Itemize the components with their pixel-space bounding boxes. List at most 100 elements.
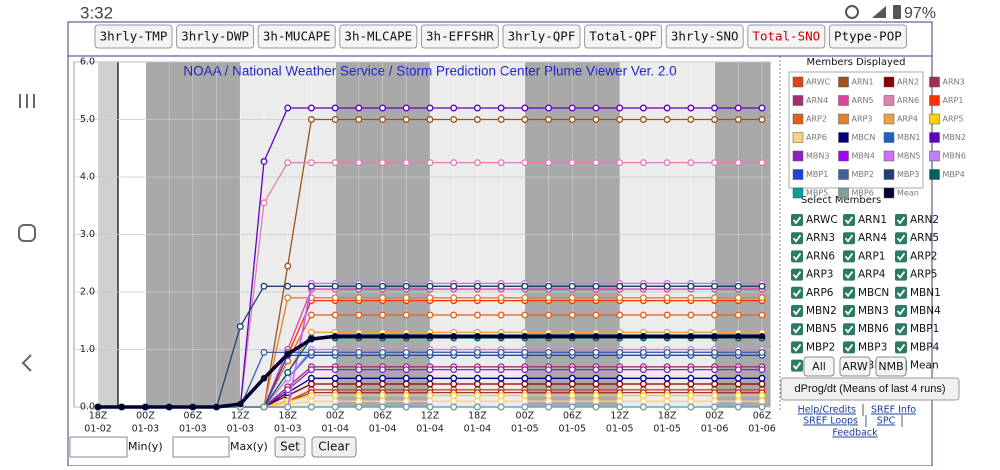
member-checkbox[interactable] [895,268,907,281]
point-marker [616,366,624,374]
checkmark [792,325,802,334]
link[interactable]: SPC [877,416,896,427]
select-button-label[interactable]: All [812,360,826,373]
checkmark [792,343,802,352]
tab-button[interactable] [420,24,499,49]
member-checkbox[interactable] [791,250,803,263]
member-checkbox[interactable] [895,323,907,336]
member-label: MBP2 [806,341,835,353]
point-marker [473,403,481,411]
tab-button[interactable] [176,24,255,49]
member-checkbox[interactable] [791,341,803,354]
tab-button[interactable] [665,24,744,49]
point-marker [402,282,410,290]
member-checkbox[interactable] [843,250,855,263]
dprog-label[interactable]: dProg/dt (Means of last 4 runs) [794,383,945,395]
point-marker [402,116,410,123]
tab-button[interactable] [584,24,663,49]
tab-label[interactable]: 3hrly-SNO [671,29,739,44]
member-checkbox[interactable] [791,268,803,281]
point-marker [379,392,387,399]
member-checkbox[interactable] [895,214,907,226]
member-checkbox[interactable] [895,341,907,354]
tab-button[interactable] [502,24,581,49]
member-checkbox[interactable] [843,268,855,281]
point-marker [616,282,624,290]
tab-button[interactable] [257,24,336,49]
clear-button[interactable] [311,436,357,458]
link[interactable]: Help/Credits [798,405,856,416]
clear-label[interactable]: Clear [318,440,349,454]
point-marker [236,323,244,330]
point-marker [402,366,410,374]
home-button[interactable] [18,224,36,242]
tab-label[interactable]: Ptype-POP [834,29,902,44]
point-marker [450,104,458,112]
legend-swatch [838,150,849,162]
y-tick-label: 4.0 [80,172,95,183]
member-checkbox[interactable] [843,341,855,354]
recents-button[interactable] [19,94,35,108]
point-marker [497,366,505,374]
member-checkbox[interactable] [791,286,803,299]
max-input[interactable] [172,436,230,458]
point-marker [402,374,410,382]
legend-swatch [838,187,849,199]
link[interactable]: SREF Loops [803,416,858,427]
member-checkbox[interactable] [843,286,855,299]
tab-label[interactable]: Total-SNO [752,29,820,44]
point-marker [307,403,315,411]
point-marker [497,380,505,388]
member-checkbox[interactable] [895,250,907,263]
tab-button[interactable] [339,24,418,49]
set-button[interactable] [274,436,306,458]
set-label[interactable]: Set [280,440,300,454]
dprog-button[interactable] [780,377,960,401]
tab-button[interactable] [828,24,907,49]
tab-label[interactable]: Total-QPF [589,29,657,44]
tab-label[interactable]: 3h-EFFSHR [426,29,494,44]
select-button[interactable] [803,356,835,377]
tab-label[interactable]: 3hrly-TMP [100,29,168,44]
select-button-label[interactable]: ARW [842,360,868,373]
member-checkbox[interactable] [843,214,855,226]
legend-swatch [929,113,940,125]
tab-label[interactable]: 3h-MUCAPE [263,29,331,44]
member-checkbox[interactable] [895,286,907,299]
member-checkbox[interactable] [791,323,803,336]
member-checkbox[interactable] [791,305,803,317]
point-marker [545,366,553,374]
member-checkbox[interactable] [791,359,803,372]
legend-label: ARWC [806,78,831,87]
point-marker [639,397,647,405]
select-button[interactable] [839,356,871,377]
member-checkbox[interactable] [843,323,855,336]
member-checkbox[interactable] [895,232,907,245]
tab-label[interactable]: 3hrly-QPF [508,29,576,44]
min-input[interactable] [69,436,128,458]
point-marker [284,386,292,394]
select-button[interactable] [875,356,907,377]
member-checkbox[interactable] [895,305,907,317]
point-marker [545,116,553,123]
select-button-label[interactable]: NMB [878,360,903,373]
point-marker [497,104,505,112]
member-checkbox[interactable] [791,214,803,226]
member-checkbox[interactable] [791,232,803,245]
member-checkbox[interactable] [843,232,855,245]
link[interactable]: Feedback [832,428,878,439]
legend-swatch [883,150,895,162]
legend-label: ARN1 [852,78,874,87]
point-marker [687,374,695,382]
back-button[interactable] [21,354,32,372]
legend-swatch [792,76,804,88]
tab-button[interactable] [94,24,173,49]
tab-label[interactable]: 3hrly-DWP [181,29,249,44]
link[interactable]: SREF Info [871,405,916,416]
point-marker [379,311,387,319]
x-tick-date: 01-05 [653,424,681,435]
member-checkbox[interactable] [843,305,855,317]
tab-button[interactable] [747,24,826,49]
point-marker [734,294,742,302]
tab-label[interactable]: 3h-MLCAPE [344,29,412,44]
